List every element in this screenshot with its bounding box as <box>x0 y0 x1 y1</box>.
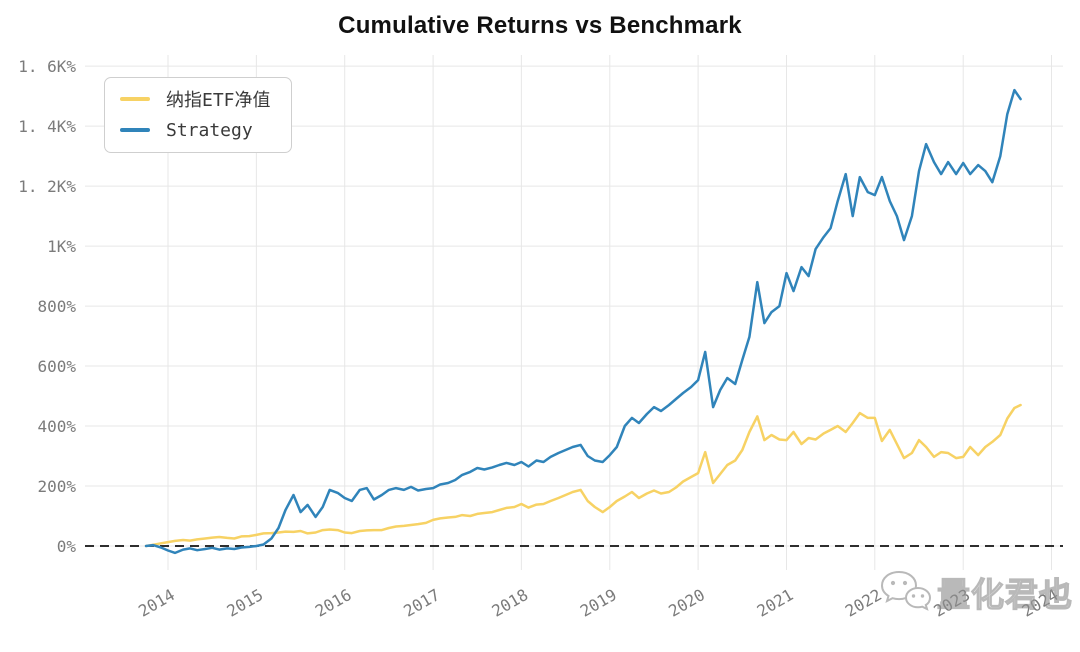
legend-item-benchmark: 纳指ETF净值 <box>120 87 271 111</box>
y-tick-label: 1. 4K% <box>18 117 76 136</box>
x-tick-label: 2023 <box>930 585 973 621</box>
legend-label-strategy: Strategy <box>166 119 253 141</box>
chart-title: Cumulative Returns vs Benchmark <box>338 12 742 39</box>
x-tick-label: 2018 <box>489 585 532 621</box>
y-tick-label: 600% <box>37 357 76 376</box>
series-line-strategy <box>144 88 1022 555</box>
x-tick-label: 2017 <box>400 585 443 621</box>
y-tick-label: 1. 6K% <box>18 57 76 76</box>
x-tick-label: 2022 <box>842 585 885 621</box>
x-tick-label: 2024 <box>1019 585 1062 621</box>
x-tick-label: 2015 <box>224 585 267 621</box>
x-tick-label: 2016 <box>312 585 355 621</box>
series-line-benchmark <box>144 403 1022 548</box>
x-tick-label: 2021 <box>754 585 797 621</box>
legend-swatch-benchmark <box>120 97 150 101</box>
legend-swatch-strategy <box>120 128 150 132</box>
y-tick-label: 0% <box>57 537 77 556</box>
y-tick-label: 800% <box>37 297 76 316</box>
y-tick-label: 400% <box>37 417 76 436</box>
x-tick-label: 2014 <box>135 585 178 621</box>
y-tick-label: 1K% <box>47 237 76 256</box>
legend: 纳指ETF净值 Strategy <box>104 77 292 153</box>
legend-item-strategy: Strategy <box>120 118 271 142</box>
y-tick-label: 200% <box>37 477 76 496</box>
x-tick-label: 2020 <box>665 585 708 621</box>
y-tick-label: 1. 2K% <box>18 177 76 196</box>
legend-label-benchmark: 纳指ETF净值 <box>166 90 271 111</box>
x-tick-label: 2019 <box>577 585 620 621</box>
